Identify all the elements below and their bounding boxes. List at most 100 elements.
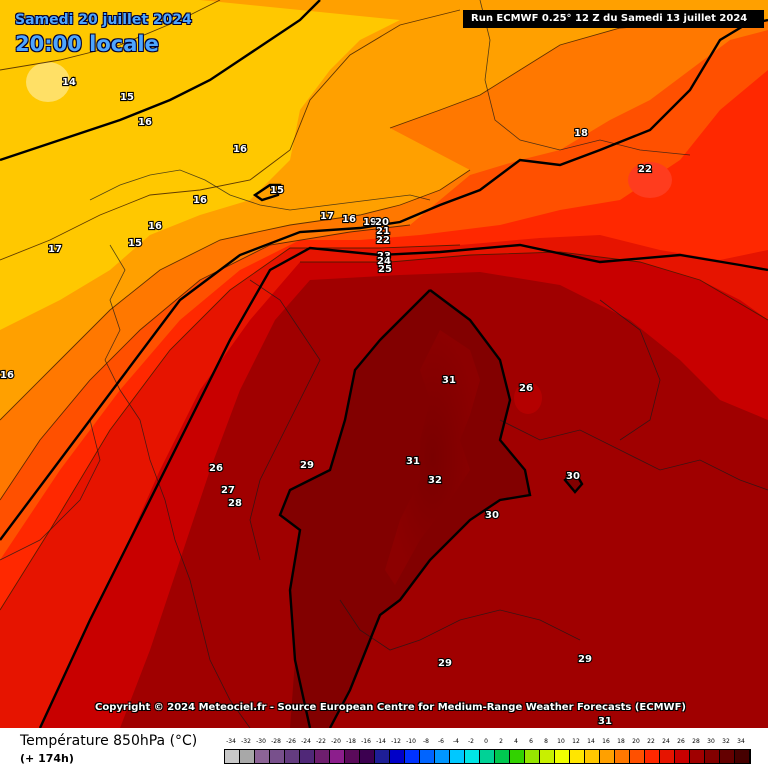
legend-swatch xyxy=(420,750,435,763)
legend-tick-label: -6 xyxy=(438,738,444,745)
legend-tick-label: 16 xyxy=(602,738,610,745)
temp-label: 24 xyxy=(377,256,391,267)
legend-tick-label: 2 xyxy=(499,738,503,745)
legend-swatch xyxy=(585,750,600,763)
color-legend: -34 -32 -30 -28 -26 -24 -22 -20 -18 -16 -14 -12 -10-… xyxy=(224,738,752,766)
temp-label: 21 xyxy=(376,226,390,237)
legend-swatch xyxy=(345,750,360,763)
legend-swatch xyxy=(645,750,660,763)
legend-tick-label: -4 xyxy=(453,738,459,745)
forecast-time: 20:00 locale xyxy=(15,32,159,56)
lead-time: (+ 174h) xyxy=(20,752,74,765)
temp-label: 29 xyxy=(300,460,314,471)
legend-tick-label: -12 xyxy=(391,738,401,745)
legend-tick-label: -34 xyxy=(226,738,236,745)
run-info: Run ECMWF 0.25° 12 Z du Samedi 13 juille… xyxy=(463,10,764,28)
legend-swatch xyxy=(630,750,645,763)
temp-label: 27 xyxy=(221,485,235,496)
legend-tick-label: 18 xyxy=(617,738,625,745)
temp-label: 17 xyxy=(320,211,334,222)
legend-swatch xyxy=(450,750,465,763)
legend-swatch xyxy=(240,750,255,763)
legend-swatch xyxy=(315,750,330,763)
legend-swatch xyxy=(375,750,390,763)
legend-swatch xyxy=(555,750,570,763)
legend-tick-label: 14 xyxy=(587,738,595,745)
legend-tick-label: 20 xyxy=(632,738,640,745)
temp-label: 23 xyxy=(377,251,391,262)
temp-label: 16 xyxy=(148,221,162,232)
legend-tick-label: -8 xyxy=(423,738,429,745)
legend-swatch xyxy=(615,750,630,763)
legend-tick-label: -30 xyxy=(256,738,266,745)
bold-isotherms xyxy=(0,0,768,728)
legend-swatch xyxy=(495,750,510,763)
legend-tick-label: 32 xyxy=(722,738,730,745)
legend-ticks: -34 -32 -30 -28 -26 -24 -22 -20 -18 -16 -14 -12 -10-… xyxy=(224,738,752,748)
legend-swatch xyxy=(300,750,315,763)
legend-tick-label: -22 xyxy=(316,738,326,745)
legend-tick-label: -26 xyxy=(286,738,296,745)
legend-swatch xyxy=(330,750,345,763)
isotherm-labels: 14 15 16 16 16 17 15 16 15 16 17 16 19 2… xyxy=(0,76,653,728)
temp-label: 15 xyxy=(128,238,142,249)
temp-zone-14-pocket xyxy=(26,62,70,102)
temp-label: 30 xyxy=(566,471,580,482)
temp-label: 29 xyxy=(578,654,592,665)
legend-tick-label: 6 xyxy=(529,738,533,745)
copyright-text: Copyright © 2024 Meteociel.fr - Source E… xyxy=(95,702,686,713)
legend-tick-label: -18 xyxy=(346,738,356,745)
temp-label: 30 xyxy=(485,510,499,521)
temp-label: 22 xyxy=(638,164,652,175)
legend-swatch xyxy=(510,750,525,763)
legend-tick-label: 26 xyxy=(677,738,685,745)
temp-label: 26 xyxy=(209,463,223,474)
legend-tick-label: 30 xyxy=(707,738,715,745)
coastlines xyxy=(0,0,768,728)
legend-swatch xyxy=(405,750,420,763)
temp-label: 17 xyxy=(48,244,62,255)
legend-tick-label: -24 xyxy=(301,738,311,745)
temperature-map: 14 15 16 16 16 17 15 16 15 16 17 16 19 2… xyxy=(0,0,768,728)
temp-label: 18 xyxy=(574,128,588,139)
temp-label: 14 xyxy=(62,77,76,88)
legend-swatch xyxy=(390,750,405,763)
legend-swatch xyxy=(525,750,540,763)
legend-swatch xyxy=(675,750,690,763)
forecast-date: Samedi 20 juillet 2024 xyxy=(15,12,192,28)
legend-tick-label: 10 xyxy=(557,738,565,745)
temp-label: 22 xyxy=(376,235,390,246)
legend-swatch xyxy=(225,750,240,763)
legend-swatch xyxy=(705,750,720,763)
temp-label: 31 xyxy=(406,456,420,467)
temp-label: 16 xyxy=(0,370,14,381)
temp-zone-26-pocket xyxy=(514,382,542,414)
legend-tick-label: -14 xyxy=(376,738,386,745)
legend-swatch xyxy=(600,750,615,763)
temp-label: 20 xyxy=(375,217,389,228)
temp-label: 31 xyxy=(598,716,612,727)
legend-swatch xyxy=(660,750,675,763)
temp-label: 16 xyxy=(193,195,207,206)
legend-swatch xyxy=(720,750,735,763)
temp-zone-32-plus xyxy=(385,330,480,585)
temp-label: 15 xyxy=(120,92,134,103)
legend-swatch xyxy=(255,750,270,763)
legend-swatch xyxy=(435,750,450,763)
legend-tick-label: -32 xyxy=(241,738,251,745)
legend-tick-label: 28 xyxy=(692,738,700,745)
legend-swatch xyxy=(690,750,705,763)
legend-swatch xyxy=(735,750,750,763)
legend-swatch xyxy=(465,750,480,763)
temp-label: 26 xyxy=(519,383,533,394)
legend-tick-label: 8 xyxy=(544,738,548,745)
footer: Température 850hPa (°C) (+ 174h) -34 -32-… xyxy=(0,728,768,768)
legend-swatch xyxy=(270,750,285,763)
temp-label: 29 xyxy=(438,658,452,669)
temp-label: 31 xyxy=(442,375,456,386)
legend-tick-label: -20 xyxy=(331,738,341,745)
legend-tick-label: 4 xyxy=(514,738,518,745)
temp-label: 25 xyxy=(378,264,392,275)
variable-title: Température 850hPa (°C) xyxy=(20,733,198,749)
temp-label: 19 xyxy=(363,217,377,228)
